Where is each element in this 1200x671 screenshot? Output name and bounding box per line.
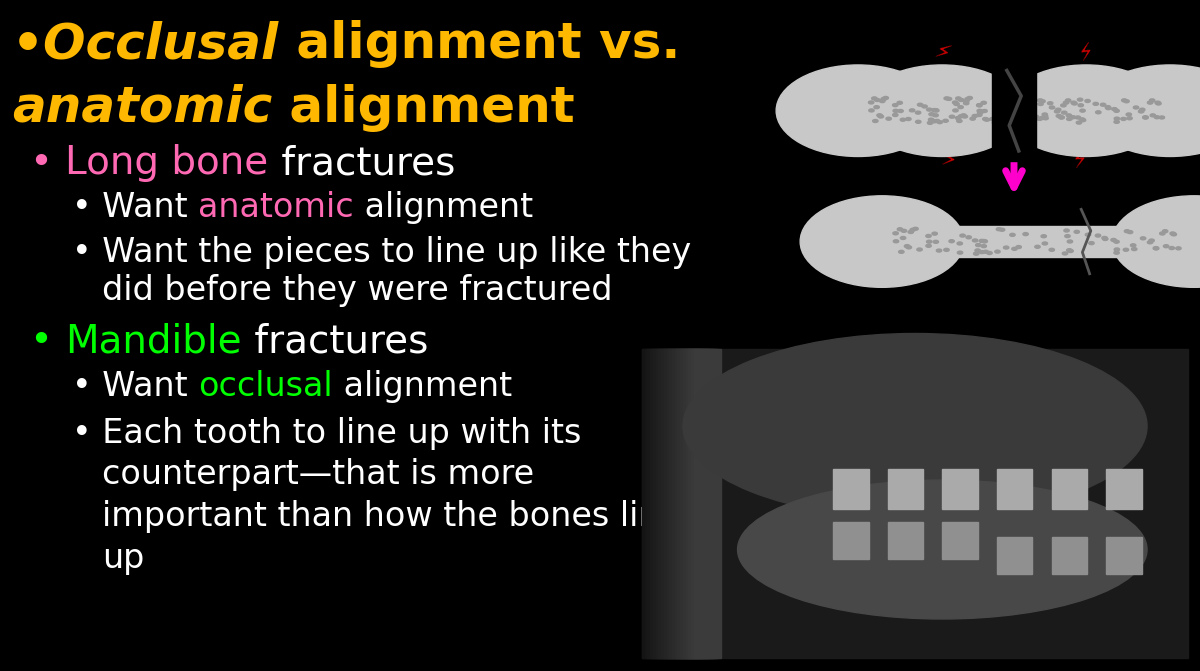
Text: anatomic: anatomic (12, 84, 272, 132)
Text: •: • (30, 322, 65, 360)
Text: • Want: • Want (72, 191, 198, 224)
Text: anatomic: anatomic (198, 191, 354, 224)
Text: ⚡: ⚡ (938, 150, 958, 172)
Text: •: • (30, 144, 65, 183)
Text: •Occlusal: •Occlusal (12, 20, 280, 68)
Text: • Want the pieces to line up like they: • Want the pieces to line up like they (72, 236, 691, 269)
Text: alignment: alignment (332, 370, 512, 403)
Text: ⚡: ⚡ (931, 42, 953, 66)
Text: fractures: fractures (269, 144, 455, 183)
Text: Mandible: Mandible (65, 322, 242, 360)
Text: ⚡: ⚡ (1070, 150, 1090, 172)
Text: • Want: • Want (72, 370, 198, 403)
Text: important than how the bones line: important than how the bones line (102, 500, 680, 533)
Text: did before they were fractured: did before they were fractured (102, 274, 612, 307)
Text: ⚡: ⚡ (1110, 91, 1134, 117)
Text: ⚡: ⚡ (894, 91, 918, 117)
Text: ⚡: ⚡ (1075, 42, 1097, 66)
Text: counterpart—that is more: counterpart—that is more (102, 458, 534, 491)
Text: alignment: alignment (354, 191, 533, 224)
Text: alignment vs.: alignment vs. (280, 20, 680, 68)
Text: up: up (102, 542, 144, 575)
Text: fractures: fractures (242, 322, 428, 360)
Text: • Each tooth to line up with its: • Each tooth to line up with its (72, 417, 581, 450)
Text: Long bone: Long bone (65, 144, 269, 183)
Text: alignment: alignment (272, 84, 575, 132)
Text: occlusal: occlusal (198, 370, 332, 403)
